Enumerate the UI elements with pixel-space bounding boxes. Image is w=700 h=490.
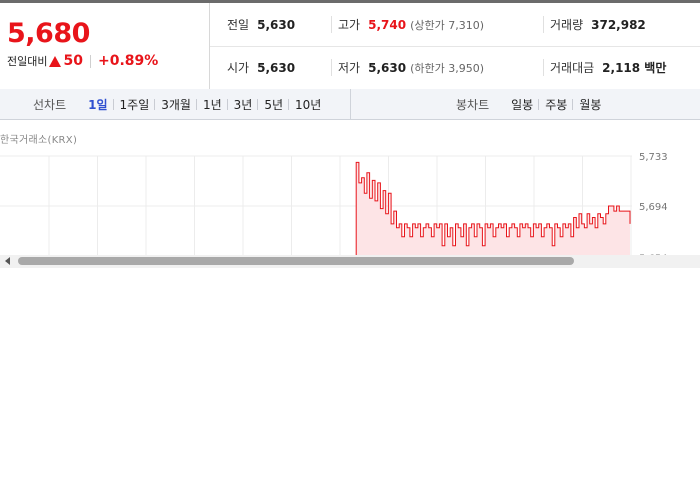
y-tick-label: 5,654 xyxy=(639,253,668,255)
info-high: 고가 5,740 (상한가 7,310) xyxy=(338,3,484,46)
price-line-chart: 5,733 5,694 5,654 xyxy=(0,152,668,255)
info-low: 저가 5,630 (하한가 3,950) xyxy=(338,46,484,89)
candle-chart-periods: 봉차트 일봉 주봉 월봉 xyxy=(351,89,700,119)
change-percent: +0.89% xyxy=(97,53,159,69)
info-label: 저가 xyxy=(338,61,361,75)
info-label: 전일 xyxy=(227,18,250,32)
info-label: 거래량 xyxy=(550,18,584,32)
y-tick-label: 5,733 xyxy=(639,152,668,163)
divider xyxy=(543,59,544,76)
period-1y[interactable]: 1년 xyxy=(195,96,228,113)
candle-daily[interactable]: 일봉 xyxy=(511,97,534,112)
info-row-2: 시가 5,630 저가 5,630 (하한가 3,950) 거래대금 2,118… xyxy=(210,46,700,89)
scroll-left-arrow-icon[interactable] xyxy=(5,257,10,265)
info-label: 거래대금 xyxy=(550,61,595,75)
candle-monthly[interactable]: 월봉 xyxy=(572,96,607,113)
current-price: 5,680 xyxy=(7,18,90,49)
info-value: 5,740 xyxy=(368,17,407,32)
info-value: 5,630 xyxy=(257,17,296,32)
info-label: 시가 xyxy=(227,61,250,75)
period-1d[interactable]: 1일 xyxy=(88,97,108,112)
line-chart-title: 선차트 xyxy=(33,97,67,112)
info-value: 2,118 백만 xyxy=(602,61,667,75)
quote-panel: 5,680 전일대비 50 +0.89% 전일 5,630 고가 5,740 (… xyxy=(0,3,700,90)
chart-period-bar: 선차트 1일 1주일 3개월 1년 3년 5년 10년 봉차트 일봉 주봉 월봉 xyxy=(0,89,700,120)
info-value: 5,630 xyxy=(368,60,407,75)
price-area-fill xyxy=(324,162,630,255)
candle-weekly[interactable]: 주봉 xyxy=(538,96,573,113)
exchange-label: 한국거래소(KRX) xyxy=(0,135,78,146)
info-prev-close: 전일 5,630 xyxy=(227,3,295,46)
change-line: 전일대비 50 +0.89% xyxy=(7,53,158,69)
intraday-chart: 5,733 5,694 5,654 한국거래소(KRX) xyxy=(0,120,700,255)
divider xyxy=(331,16,332,33)
divider xyxy=(89,54,91,68)
y-tick-label: 5,694 xyxy=(639,202,668,213)
period-5y[interactable]: 5년 xyxy=(257,96,289,113)
candle-chart-title: 봉차트 xyxy=(456,97,490,112)
lower-limit: (하한가 3,950) xyxy=(410,61,484,75)
up-triangle-icon xyxy=(49,55,62,67)
info-value: 5,630 xyxy=(257,60,296,75)
period-3y[interactable]: 3년 xyxy=(226,96,259,113)
scroll-thumb[interactable] xyxy=(18,257,574,265)
price-box: 5,680 전일대비 50 +0.89% xyxy=(0,3,210,89)
period-10y[interactable]: 10년 xyxy=(288,96,327,113)
horizontal-scrollbar[interactable] xyxy=(0,255,700,268)
upper-limit: (상한가 7,310) xyxy=(410,18,484,32)
info-open: 시가 5,630 xyxy=(227,46,295,89)
period-1w[interactable]: 1주일 xyxy=(112,96,156,113)
info-trade-value: 거래대금 2,118 백만 xyxy=(550,46,666,89)
info-volume: 거래량 372,982 xyxy=(550,3,646,46)
top-border xyxy=(0,0,700,3)
line-chart-periods: 선차트 1일 1주일 3개월 1년 3년 5년 10년 xyxy=(0,89,351,119)
change-value: 50 xyxy=(63,53,83,69)
info-value: 372,982 xyxy=(591,17,646,32)
divider xyxy=(543,16,544,33)
info-label: 고가 xyxy=(338,18,361,32)
info-row-1: 전일 5,630 고가 5,740 (상한가 7,310) 거래량 372,98… xyxy=(210,3,700,47)
divider xyxy=(331,59,332,76)
change-label: 전일대비 xyxy=(7,55,48,68)
price-line xyxy=(355,161,631,255)
period-3m[interactable]: 3개월 xyxy=(154,96,197,113)
